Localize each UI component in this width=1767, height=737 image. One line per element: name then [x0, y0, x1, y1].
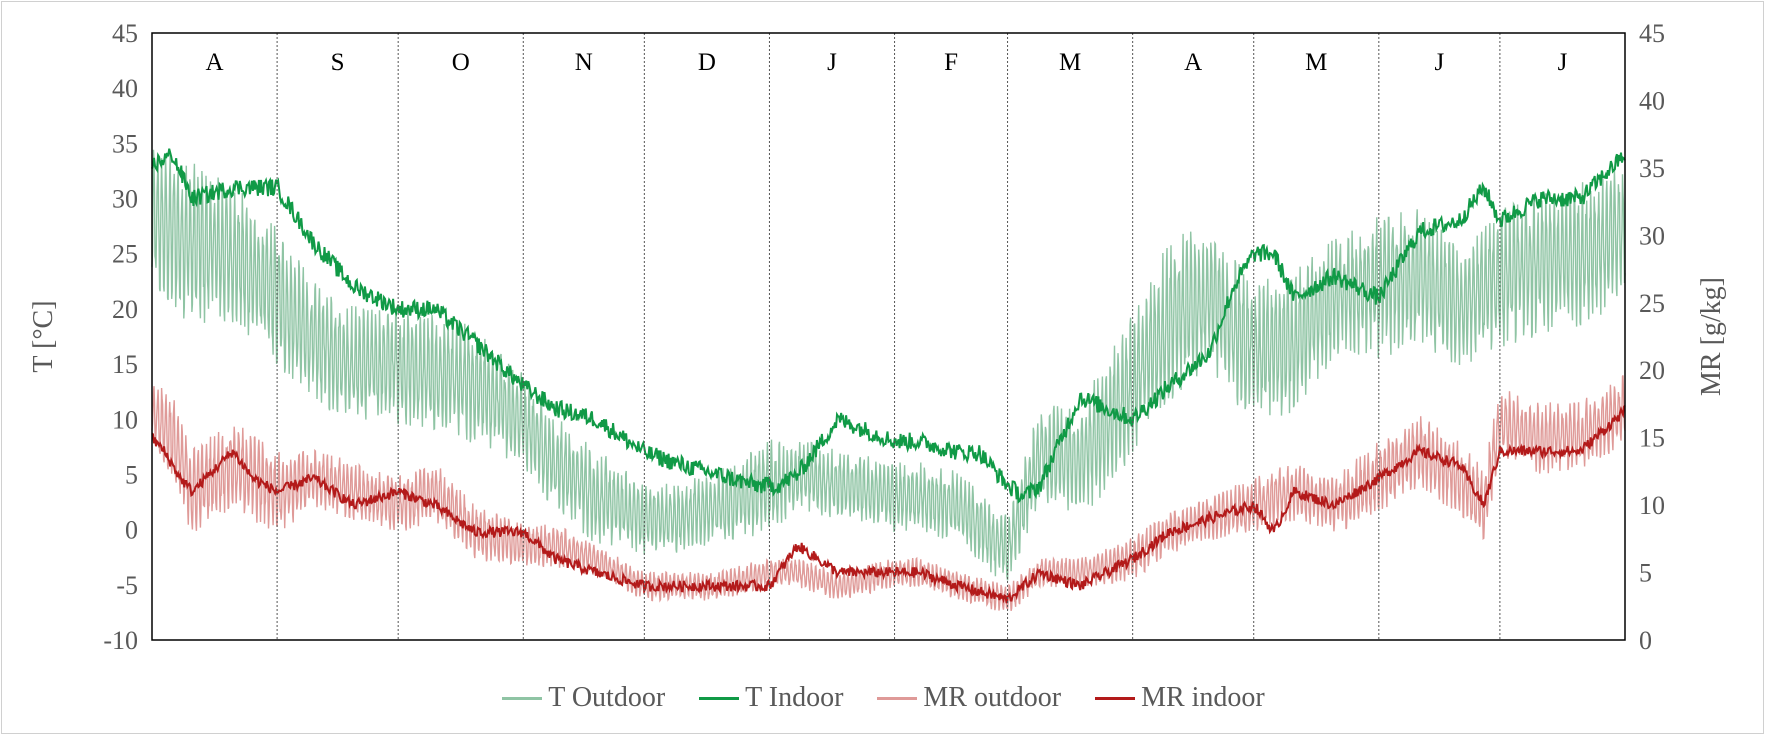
month-label: A [206, 49, 224, 76]
legend-swatch-mr-outdoor [877, 696, 918, 700]
legend-label-mr-outdoor: MR outdoor [923, 682, 1062, 713]
legend-item-t-outdoor: T Outdoor [502, 682, 665, 714]
series-layer [151, 148, 1626, 612]
legend-swatch-mr-indoor [1095, 696, 1136, 700]
month-label: M [1059, 49, 1081, 76]
month-label: J [827, 49, 837, 76]
month-label: D [698, 49, 716, 76]
month-label: J [1434, 49, 1444, 76]
legend-swatch-t-indoor [699, 696, 740, 700]
legend-item-mr-indoor: MR indoor [1095, 682, 1265, 714]
left-tick-label: -10 [103, 626, 138, 655]
left-tick-label: 45 [112, 19, 138, 48]
legend: T Outdoor T Indoor MR outdoor MR indoor [0, 676, 1767, 720]
legend-item-mr-outdoor: MR outdoor [877, 682, 1061, 714]
month-label: F [944, 49, 958, 76]
month-label: O [452, 49, 470, 76]
plot-area-border [151, 32, 1626, 641]
legend-label-t-outdoor: T Outdoor [548, 682, 666, 713]
left-tick-label: 0 [125, 516, 138, 545]
right-tick-label: 25 [1639, 289, 1665, 318]
y2-axis-title: MR [g/kg] [1696, 277, 1727, 396]
series-line-1 [151, 148, 1626, 504]
left-tick-label: 5 [125, 460, 138, 489]
month-dividers [276, 33, 1501, 640]
legend-label-mr-indoor: MR indoor [1141, 682, 1265, 713]
month-label: J [1558, 49, 1568, 76]
left-tick-label: 15 [112, 350, 138, 379]
right-tick-label: 5 [1639, 559, 1652, 588]
right-tick-label: 45 [1639, 19, 1665, 48]
left-tick-label: -5 [116, 571, 138, 600]
left-tick-label: 10 [112, 405, 138, 434]
right-tick-label: 20 [1639, 356, 1665, 385]
month-label: A [1184, 49, 1202, 76]
right-tick-label: 40 [1639, 86, 1665, 115]
month-label: S [331, 49, 345, 76]
right-tick-label: 10 [1639, 491, 1665, 520]
month-label: M [1305, 49, 1327, 76]
series-line-0 [151, 149, 1626, 581]
series-line-3 [151, 404, 1626, 604]
legend-item-t-indoor: T Indoor [699, 682, 843, 714]
left-axis-ticks: -10 -5 0 5 10 15 20 25 30 35 40 45 [103, 19, 138, 655]
left-tick-label: 25 [112, 240, 138, 269]
left-tick-label: 30 [112, 185, 138, 214]
y-axis-title: T [°C] [28, 300, 59, 372]
right-tick-label: 0 [1639, 626, 1652, 655]
right-axis-ticks: 0 5 10 15 20 25 30 35 40 45 [1639, 19, 1665, 655]
left-tick-label: 35 [112, 129, 138, 158]
right-tick-label: 30 [1639, 221, 1665, 250]
left-tick-label: 20 [112, 295, 138, 324]
month-label: N [575, 49, 593, 76]
left-tick-label: 40 [112, 74, 138, 103]
right-tick-label: 15 [1639, 424, 1665, 453]
legend-swatch-t-outdoor [502, 696, 543, 700]
right-tick-label: 35 [1639, 154, 1665, 183]
legend-label-t-indoor: T Indoor [745, 682, 844, 713]
